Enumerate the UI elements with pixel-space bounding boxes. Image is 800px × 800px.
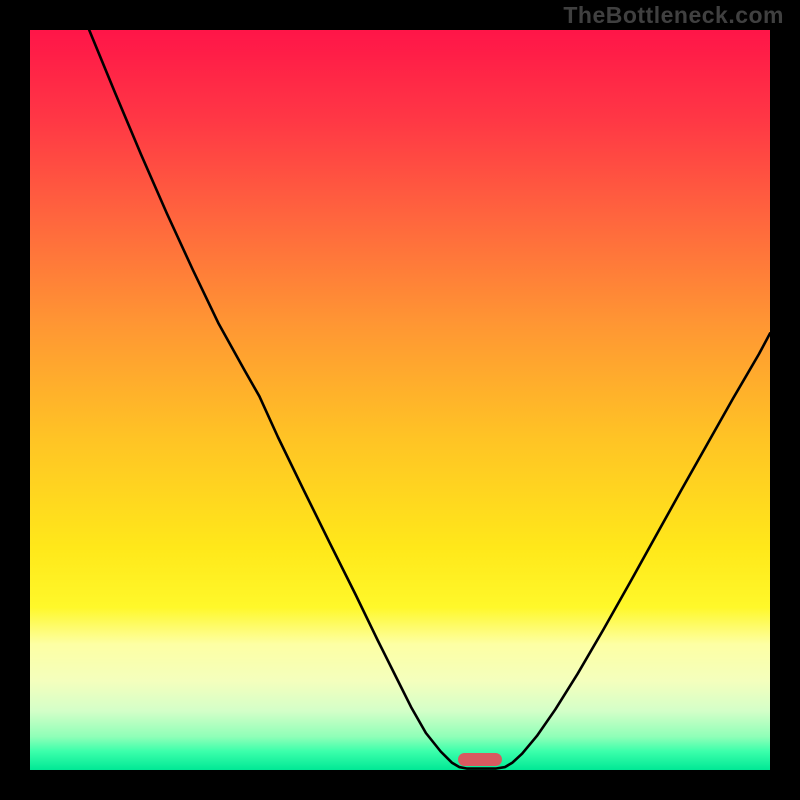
optimal-point-marker xyxy=(458,753,502,766)
attribution-text: TheBottleneck.com xyxy=(563,2,784,29)
chart-frame xyxy=(30,30,770,770)
bottleneck-curve xyxy=(30,30,770,770)
